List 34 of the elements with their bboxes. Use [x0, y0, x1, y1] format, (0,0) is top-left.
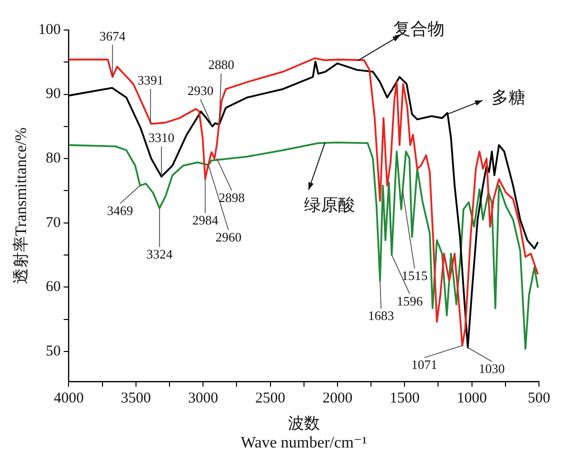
annotation: 1071	[411, 357, 438, 372]
y-axis-title: 透射率Transmittance/%	[12, 127, 30, 284]
y-tick-label: 50	[46, 343, 61, 360]
annotation: 2880	[208, 56, 234, 72]
x-axis-title: 波数 Wave number/cm⁻¹	[240, 414, 368, 452]
annotation: 3674	[100, 28, 126, 44]
x-tick-label: 1500	[390, 390, 420, 407]
y-tick-label: 70	[46, 214, 61, 231]
annotation: 2960	[215, 229, 242, 244]
annotation: 3324	[146, 246, 174, 262]
annotation: 1596	[396, 293, 424, 308]
annotation: 3469	[107, 202, 134, 218]
x-tick-label: 2500	[255, 390, 286, 407]
annotation: 2984	[192, 212, 219, 228]
x-tick-label: 4000	[54, 390, 84, 407]
annotation: 3391	[138, 72, 164, 88]
x-tick-label: 500	[528, 390, 550, 407]
y-tick-label: 80	[46, 150, 61, 166]
y-tick-label: 100	[38, 22, 61, 38]
y-tick-label: 90	[46, 86, 61, 102]
x-tick-label: 1000	[456, 390, 487, 407]
x-tick-label: 2000	[322, 390, 352, 407]
annotation: 1030	[478, 360, 505, 376]
annotation: 1683	[368, 308, 394, 324]
x-tick-label: 3500	[120, 390, 151, 407]
annotation: 3310	[148, 130, 174, 145]
annotation: 2930	[187, 82, 214, 98]
series-label: 绿原酸	[304, 195, 356, 214]
annotation: 2898	[218, 190, 245, 205]
text: 多糖	[491, 88, 526, 108]
text: 复合物	[394, 19, 445, 38]
annotation: 1515	[402, 268, 428, 284]
y-tick-label: 60	[46, 279, 61, 296]
x-tick-label: 3000	[188, 390, 218, 407]
